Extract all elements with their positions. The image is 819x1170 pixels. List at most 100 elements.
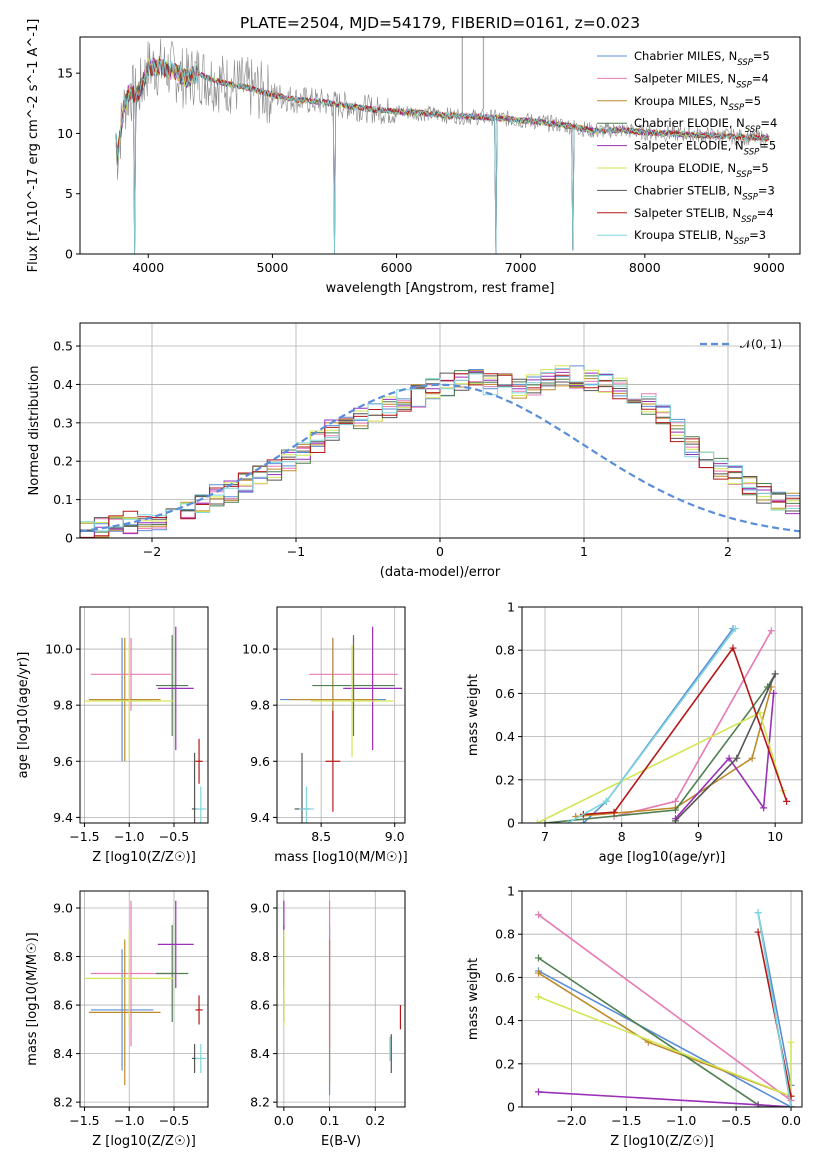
y-tick-label: 8.2	[250, 1095, 270, 1110]
y-tick-label: 9.4	[53, 810, 73, 825]
y-tick-label: 0.2	[53, 454, 73, 469]
mass-weight-line-5	[674, 693, 775, 820]
x-tick-label: 0.0	[781, 1113, 801, 1128]
mass-weight-marker	[754, 909, 762, 917]
mass-weight-marker	[671, 817, 679, 823]
y-tick-label: 8.8	[250, 949, 270, 964]
y-tick-label: 0	[65, 247, 73, 262]
massweight-vs-age-frame	[521, 606, 803, 824]
mass-weight-marker	[787, 1103, 795, 1107]
legend-normal-label: 𝒩(0, 1)	[740, 337, 782, 351]
y-tick-label: 10	[57, 126, 73, 141]
x-tick-label: 1	[580, 544, 588, 559]
massweight-vs-age-panel	[518, 606, 803, 827]
mass-weight-marker	[534, 993, 542, 1001]
mass-weight-marker	[579, 819, 587, 823]
y-tick-label: 15	[57, 66, 73, 81]
histogram-step-7	[80, 372, 800, 531]
y-tick-label: 1	[507, 600, 515, 615]
y-tick-label: 8.6	[250, 998, 270, 1013]
mass-vs-ebv-frame	[276, 890, 406, 1108]
mass-weight-line-6	[538, 996, 792, 1098]
legend-label-9: Kroupa STELIB, NSSP=3	[634, 228, 766, 247]
histogram-step-2	[80, 369, 800, 538]
y-tick-label: 8.4	[250, 1046, 270, 1061]
y-tick-label: 9.0	[250, 900, 270, 915]
x-tick-label: −1	[287, 544, 305, 559]
mass-weight-marker	[533, 819, 541, 823]
x-tick-label: −0.5	[159, 1113, 189, 1128]
y-tick-label: 9.6	[53, 754, 73, 769]
x-tick-label: 0.2	[365, 1113, 385, 1128]
mass-weight-marker	[731, 625, 739, 633]
y-axis-label: age [log10(age/yr)]	[16, 652, 31, 779]
histogram-step-9	[80, 368, 800, 532]
x-tick-label: 10	[767, 829, 783, 844]
legend-subscript: SSP	[737, 58, 753, 68]
mass-weight-line-9	[567, 628, 736, 823]
age-vs-mass-plot-area	[279, 626, 403, 823]
legend-subscript: SSP	[734, 237, 750, 247]
y-axis-label: mass weight	[466, 958, 481, 1040]
legend-subscript: SSP	[736, 80, 752, 90]
legend-subscript: SSP	[741, 215, 757, 225]
mass-weight-marker	[534, 969, 542, 977]
y-tick-label: 0.6	[495, 970, 515, 985]
x-tick-label: −0.5	[159, 829, 189, 844]
mass-weight-marker	[787, 1038, 795, 1046]
mass-vs-ebv-grid	[277, 891, 405, 1107]
mass-weight-marker	[602, 797, 610, 805]
x-tick-label: 8.5	[311, 829, 331, 844]
x-tick-label: 9.0	[385, 829, 405, 844]
mass-weight-marker	[725, 754, 733, 762]
model-line-9	[115, 57, 770, 254]
x-axis-label: age [log10(age/yr)]	[599, 850, 726, 865]
x-axis-label: Z [log10(Z/Z☉)]	[92, 850, 196, 865]
mass-weight-line-5	[538, 1091, 792, 1107]
massweight-vs-age-plot-area	[533, 625, 791, 823]
age-vs-mass-panel	[273, 606, 406, 827]
mass-weight-marker	[733, 754, 741, 762]
legend-subscript: SSP	[742, 192, 758, 202]
x-tick-label: −1.0	[114, 1113, 144, 1128]
y-axis-label: mass weight	[466, 674, 481, 756]
massweight-vs-Z-panel	[518, 890, 803, 1111]
mass-weight-marker	[754, 1103, 762, 1107]
legend-label-2: Salpeter MILES, NSSP=4	[634, 71, 769, 90]
massweight-vs-age-grid	[522, 606, 802, 824]
x-tick-label: 8000	[629, 260, 661, 275]
mass-weight-line-4	[538, 957, 792, 1107]
mass-weight-line-4	[544, 673, 776, 823]
y-tick-label: 8.8	[53, 949, 73, 964]
mass-vs-Z-grid	[80, 891, 208, 1107]
age-vs-mass-frame	[276, 606, 406, 824]
mass-weight-marker	[541, 819, 549, 823]
y-tick-label: 0	[507, 816, 515, 831]
x-tick-label: 2	[724, 544, 732, 559]
mass-weight-marker	[729, 644, 737, 652]
y-tick-label: 8.6	[53, 998, 73, 1013]
legend-label-8: Salpeter STELIB, NSSP=4	[634, 206, 774, 225]
legend-label-3: Kroupa MILES, NSSP=5	[634, 94, 761, 113]
model-line-8	[115, 56, 770, 149]
mass-weight-marker	[748, 754, 756, 762]
x-tick-label: 0	[436, 544, 444, 559]
y-tick-label: 8.4	[53, 1046, 73, 1061]
histogram-step-1	[80, 365, 800, 532]
histogram-step-4	[80, 370, 800, 533]
mass-weight-marker	[671, 797, 679, 805]
y-axis-label: Flux [f_λ10^-17 erg cm^-2 s^-1 A^-1]	[26, 19, 41, 273]
y-axis-label: mass [log10(M/M☉)]	[25, 932, 40, 1065]
mass-vs-Z-panel	[76, 890, 209, 1111]
y-tick-label: 0.5	[53, 339, 73, 354]
legend-label-1: Chabrier MILES, NSSP=5	[634, 49, 770, 68]
mass-weight-line-9	[757, 912, 792, 1107]
mass-vs-Z-frame	[79, 890, 209, 1108]
legend-label-7: Chabrier STELIB, NSSP=3	[634, 183, 775, 202]
x-tick-label: −2	[143, 544, 161, 559]
mass-weight-line-2	[538, 914, 792, 1102]
legend-value: =5	[759, 139, 776, 153]
residuals-plot-area	[80, 365, 800, 538]
mass-weight-marker	[754, 928, 762, 936]
mass-weight-line-1	[582, 628, 734, 823]
